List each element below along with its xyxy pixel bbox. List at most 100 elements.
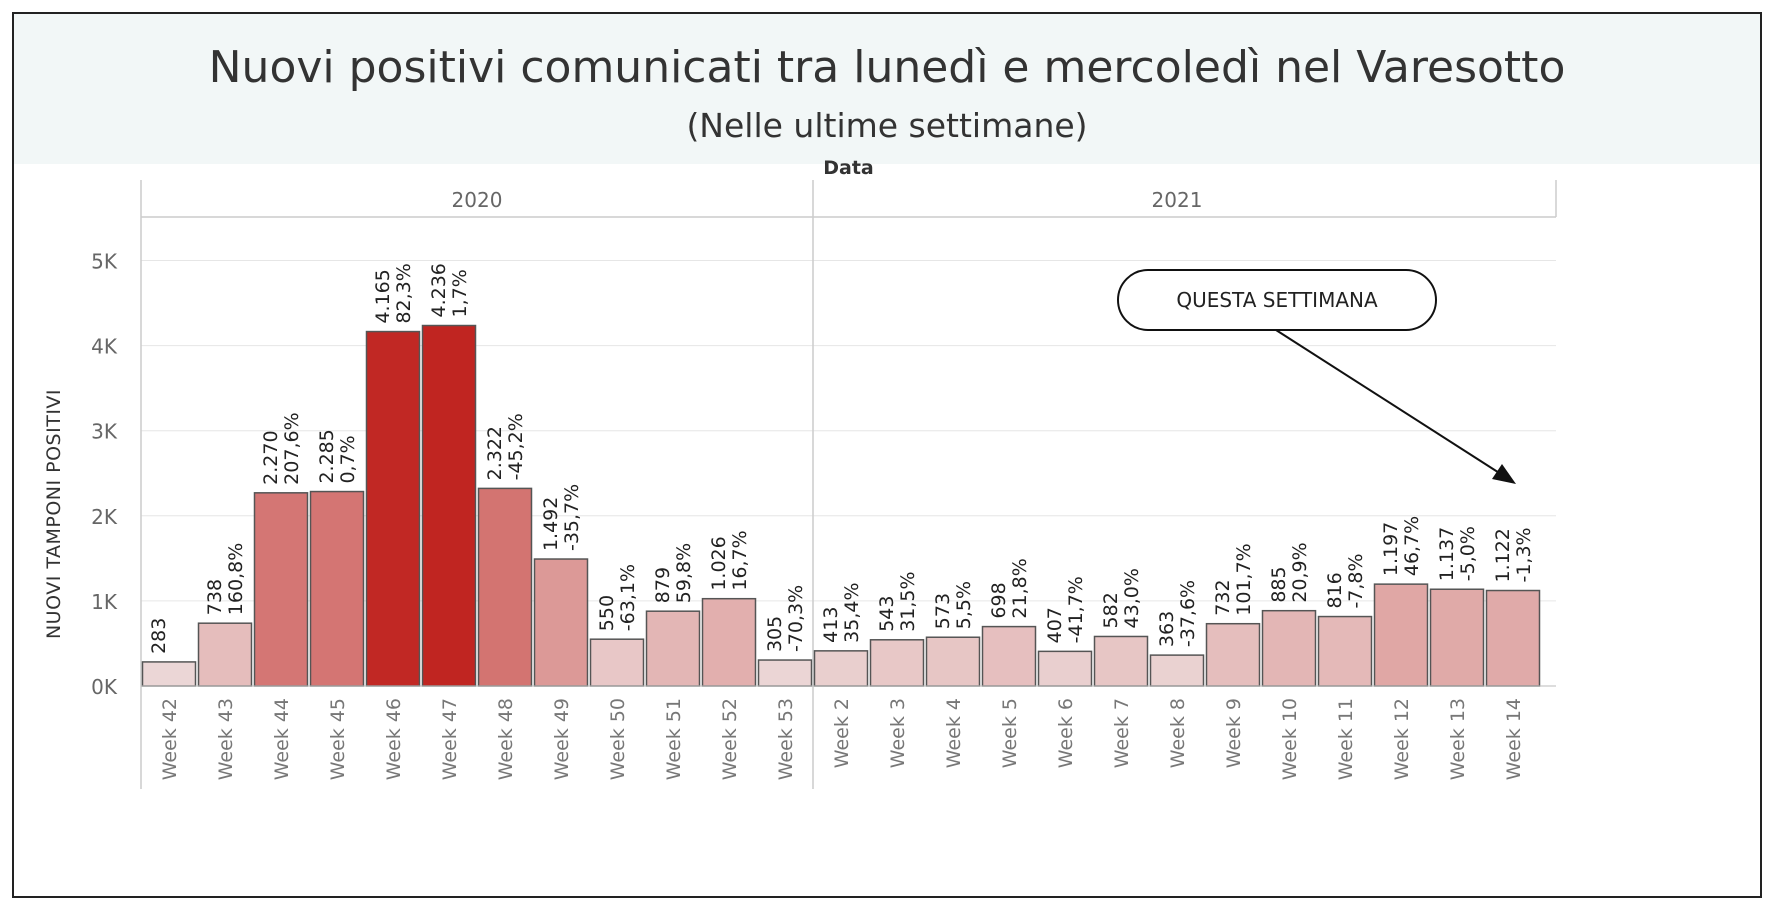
bar-value-label: 363	[1156, 611, 1178, 647]
x-tick-label: Week 12	[1391, 698, 1413, 780]
bar	[1037, 650, 1093, 687]
bar-change-label: -45,2%	[505, 413, 527, 480]
bar	[757, 659, 813, 687]
y-tick-label: 1K	[91, 590, 118, 614]
bar	[533, 558, 589, 687]
x-tick-label: Week 7	[1111, 698, 1133, 768]
x-tick-label: Week 6	[1055, 698, 1077, 768]
year-label: 2020	[452, 188, 503, 212]
bar	[1317, 615, 1373, 687]
x-tick-label: Week 9	[1223, 698, 1245, 768]
bar-value-label: 573	[932, 593, 954, 629]
bar	[365, 330, 421, 687]
x-tick-label: Week 46	[383, 698, 405, 780]
x-tick-label: Week 51	[663, 698, 685, 780]
bar-change-label: 82,3%	[393, 263, 415, 323]
annotation-arrow-line	[1275, 329, 1505, 477]
bar-value-label: 698	[988, 582, 1010, 618]
x-tick-label: Week 14	[1503, 698, 1525, 780]
x-tick-label: Week 42	[159, 698, 181, 780]
annotation-arrowhead	[1492, 464, 1516, 484]
chart-title: Nuovi positivi comunicati tra lunedì e m…	[208, 42, 1566, 93]
x-tick-label: Week 3	[887, 698, 909, 768]
bar	[701, 597, 757, 687]
bar-change-label: -1,3%	[1513, 527, 1535, 582]
bar-change-label: 1,7%	[449, 269, 471, 317]
x-tick-label: Week 13	[1447, 698, 1469, 780]
bar	[1093, 635, 1149, 687]
bar-value-label: 1.026	[708, 536, 730, 590]
x-tick-label: Week 48	[495, 698, 517, 780]
bar-change-label: 59,8%	[673, 543, 695, 603]
bar-change-label: 5,5%	[953, 581, 975, 629]
bar	[925, 636, 981, 687]
chart-frame: Nuovi positivi comunicati tra lunedì e m…	[12, 12, 1762, 898]
bar-value-label: 550	[596, 595, 618, 631]
bar	[813, 650, 869, 687]
bar-value-label: 582	[1100, 592, 1122, 628]
annotation-text: QUESTA SETTIMANA	[1176, 288, 1378, 312]
bar-change-label: -37,6%	[1177, 580, 1199, 647]
x-tick-label: Week 45	[327, 698, 349, 780]
bar-change-label: 16,7%	[729, 530, 751, 590]
bar-value-label: 885	[1268, 566, 1290, 602]
bar	[421, 324, 477, 687]
x-tick-label: Week 44	[271, 698, 293, 780]
bar-change-label: 46,7%	[1401, 516, 1423, 576]
bar-value-label: 1.122	[1492, 528, 1514, 582]
bar-change-label: 101,7%	[1233, 543, 1255, 615]
bar-change-label: 20,9%	[1289, 542, 1311, 602]
bar-value-label: 543	[876, 596, 898, 632]
bar-value-label: 305	[764, 616, 786, 652]
x-tick-label: Week 11	[1335, 698, 1357, 780]
x-tick-label: Week 2	[831, 698, 853, 768]
x-tick-label: Week 47	[439, 698, 461, 780]
bar-value-label: 4.165	[372, 269, 394, 323]
bar-value-label: 738	[204, 579, 226, 615]
bar	[1429, 588, 1485, 687]
bar	[645, 610, 701, 687]
y-tick-label: 2K	[91, 505, 118, 529]
bar	[589, 638, 645, 687]
bar-change-label: 160,8%	[225, 543, 247, 615]
bar	[1485, 589, 1541, 687]
bar	[197, 622, 253, 687]
bar-change-label: 21,8%	[1009, 558, 1031, 618]
bar-chart: Data 0K 1K 2K 3K 4K 5K 283 Week 42 738 160,8% Week …	[91, 157, 1557, 789]
bar-value-label: 283	[148, 618, 170, 654]
bar-change-label: 0,7%	[337, 435, 359, 483]
bar-change-label: -41,7%	[1065, 576, 1087, 643]
bar-value-label: 4.236	[428, 263, 450, 317]
x-tick-label: Week 49	[551, 698, 573, 780]
x-tick-label: Week 53	[775, 698, 797, 780]
bar-change-label: -35,7%	[561, 484, 583, 551]
bar-value-label: 1.492	[540, 497, 562, 551]
x-tick-label: Week 52	[719, 698, 741, 780]
bar-value-label: 816	[1324, 572, 1346, 608]
bar-value-label: 732	[1212, 579, 1234, 615]
bar-value-label: 879	[652, 567, 674, 603]
x-tick-label: Week 5	[999, 698, 1021, 768]
bar-change-label: -5,0%	[1457, 526, 1479, 581]
bar	[477, 487, 533, 687]
title-panel: Nuovi positivi comunicati tra lunedì e m…	[14, 14, 1760, 164]
x-tick-label: Week 50	[607, 698, 629, 780]
x-tick-label: Week 8	[1167, 698, 1189, 768]
bar	[981, 625, 1037, 687]
chart-subtitle: (Nelle ultime settimane)	[686, 106, 1088, 145]
bar-value-label: 2.322	[484, 426, 506, 480]
bar	[141, 661, 197, 687]
bar-change-label: 31,5%	[897, 571, 919, 631]
bar-value-label: 407	[1044, 607, 1066, 643]
y-tick-label: 3K	[91, 420, 118, 444]
bar-value-label: 1.137	[1436, 527, 1458, 581]
bar-value-label: 413	[820, 607, 842, 643]
bar-change-label: 43,0%	[1121, 568, 1143, 628]
bar-change-label: 35,4%	[841, 582, 863, 642]
bar-value-label: 2.270	[260, 430, 282, 484]
bar	[1205, 622, 1261, 687]
bar	[1149, 654, 1205, 687]
bar-change-label: 207,6%	[281, 412, 303, 484]
bar-change-label: -63,1%	[617, 564, 639, 631]
x-tick-label: Week 4	[943, 698, 965, 768]
